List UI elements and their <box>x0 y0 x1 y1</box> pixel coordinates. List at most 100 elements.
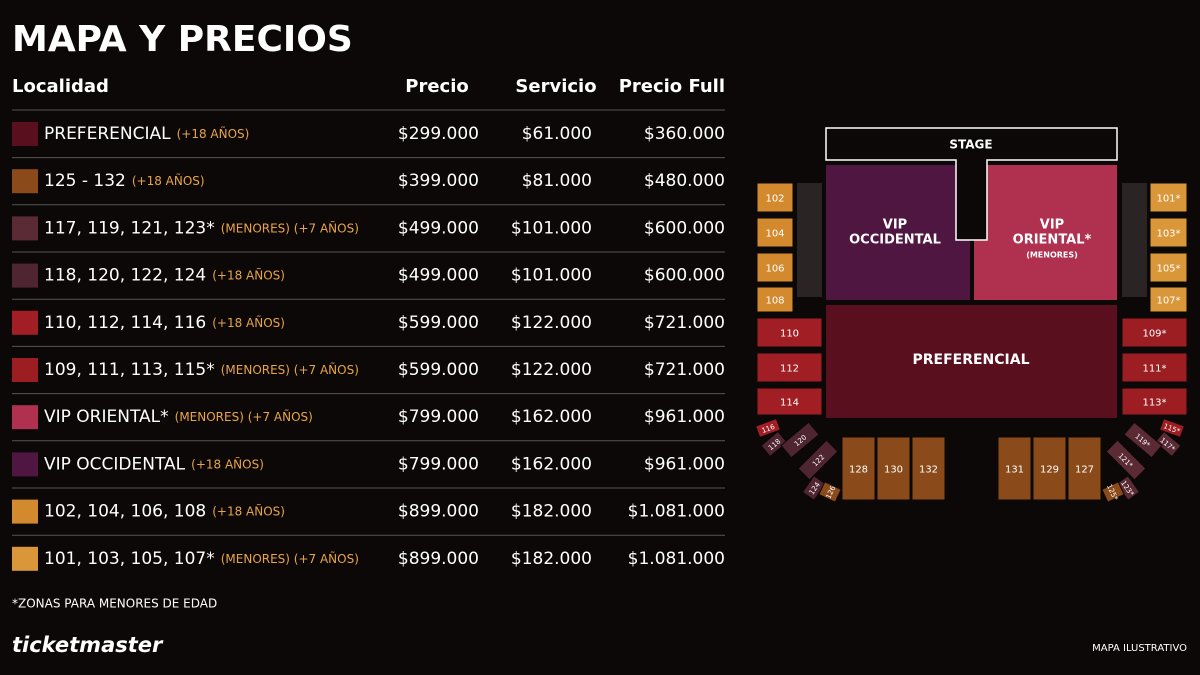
zone-note: (MENORES) (+7 AÑOS) <box>221 220 359 235</box>
section-label: 114 <box>780 398 799 409</box>
section-label: 128 <box>849 465 868 476</box>
section-label: 110 <box>780 329 799 340</box>
map-section: 111* <box>1121 352 1188 383</box>
service: $61.000 <box>522 124 592 144</box>
section-block <box>1121 317 1188 348</box>
section-block <box>1154 430 1182 458</box>
zone-swatch <box>12 310 38 335</box>
service: $162.000 <box>511 454 592 474</box>
zone-name: 125 - 132 (+18 AÑOS) <box>44 171 205 191</box>
section-block <box>1032 436 1067 501</box>
map-section: 118 <box>760 430 788 458</box>
section-label: 111* <box>1142 364 1166 375</box>
zone-label: 101, 103, 105, 107* <box>44 549 215 569</box>
map-section: 121* <box>1105 439 1147 481</box>
vip-occidental-label: OCCIDENTAL <box>849 233 941 248</box>
section-block <box>756 252 794 283</box>
zone-label: 125 - 132 <box>44 171 126 191</box>
side-bar <box>1122 183 1147 297</box>
section-label: 130 <box>884 465 903 476</box>
section-block <box>1105 439 1147 481</box>
map-section: 114 <box>756 387 823 416</box>
section-block <box>754 417 782 439</box>
zone-name: PREFERENCIAL (+18 AÑOS) <box>44 124 249 144</box>
section-block <box>1149 217 1188 248</box>
zone-name: 102, 104, 106, 108 (+18 AÑOS) <box>44 502 285 522</box>
zone-note: (MENORES) (+7 AÑOS) <box>221 550 359 565</box>
map-section: 125* <box>1101 481 1125 503</box>
zone-name: 110, 112, 114, 116 (+18 AÑOS) <box>44 313 285 333</box>
section-block <box>841 436 876 501</box>
section-block <box>1067 436 1102 501</box>
zone-label: VIP ORIENTAL* <box>44 407 169 427</box>
full-price: $600.000 <box>644 266 725 286</box>
price: $899.000 <box>398 502 479 522</box>
map-section: 115* <box>1158 417 1186 439</box>
service: $182.000 <box>511 549 592 569</box>
price: $799.000 <box>398 407 479 427</box>
map-section: 103* <box>1149 217 1188 248</box>
full-price: $360.000 <box>644 124 725 144</box>
zone-note: (+18 AÑOS) <box>212 503 285 518</box>
zone-swatch <box>12 452 38 477</box>
map-section: 120 <box>780 421 820 459</box>
section-label: 108 <box>765 296 784 307</box>
section-block <box>797 439 839 481</box>
section-label: 132 <box>919 465 938 476</box>
zone-note: (+18 AÑOS) <box>212 314 285 329</box>
map-section: 109* <box>1121 317 1188 348</box>
zone-label: 117, 119, 121, 123* <box>44 218 215 238</box>
zone-note: (+18 AÑOS) <box>177 126 250 141</box>
zone-name: 101, 103, 105, 107* (MENORES) (+7 AÑOS) <box>44 549 359 569</box>
zone-label: VIP OCCIDENTAL <box>44 454 186 474</box>
vip-occidental-area <box>826 165 970 300</box>
section-label: 107* <box>1156 296 1180 307</box>
price: $599.000 <box>398 313 479 333</box>
section-block <box>1149 286 1188 313</box>
map-section: 122 <box>797 439 839 481</box>
column-header: Precio <box>405 76 468 97</box>
zone-note: (+18 AÑOS) <box>191 456 264 471</box>
section-label: 105* <box>1156 264 1180 275</box>
full-price: $961.000 <box>644 454 725 474</box>
vip-oriental-area <box>974 165 1117 300</box>
price: $499.000 <box>398 266 479 286</box>
section-block <box>756 182 794 213</box>
service: $162.000 <box>511 407 592 427</box>
zone-name: VIP ORIENTAL* (MENORES) (+7 AÑOS) <box>44 407 313 427</box>
zone-swatch <box>12 405 38 430</box>
map-section: 105* <box>1149 252 1188 283</box>
zone-name: 109, 111, 113, 115* (MENORES) (+7 AÑOS) <box>44 360 359 380</box>
price: $899.000 <box>398 549 479 569</box>
section-block <box>756 352 823 383</box>
zone-swatch <box>12 216 38 241</box>
map-section: 101* <box>1149 182 1188 213</box>
zone-name: 117, 119, 121, 123* (MENORES) (+7 AÑOS) <box>44 218 359 238</box>
section-block <box>756 317 823 348</box>
price: $499.000 <box>398 218 479 238</box>
full-price: $1.081.000 <box>628 549 725 569</box>
section-block <box>818 481 842 503</box>
zone-label: 109, 111, 113, 115* <box>44 360 215 380</box>
map-note: MAPA ILUSTRATIVO <box>1092 643 1187 654</box>
section-label: 127 <box>1075 465 1094 476</box>
price: $799.000 <box>398 454 479 474</box>
map-section: 130 <box>876 436 911 501</box>
section-block <box>1158 417 1186 439</box>
side-bar <box>797 183 822 297</box>
service: $182.000 <box>511 502 592 522</box>
map-section: 127 <box>1067 436 1102 501</box>
map-section: 132 <box>911 436 946 501</box>
map-section: 113* <box>1121 387 1188 416</box>
section-block <box>756 387 823 416</box>
preferencial-area <box>826 305 1117 418</box>
section-block <box>780 421 820 459</box>
section-label: 113* <box>1142 398 1166 409</box>
column-header: Precio Full <box>619 76 725 97</box>
title: MAPA Y PRECIOS <box>12 19 353 60</box>
service: $101.000 <box>511 218 592 238</box>
zone-label: PREFERENCIAL <box>44 124 171 144</box>
service: $101.000 <box>511 266 592 286</box>
section-label: 106 <box>765 264 784 275</box>
